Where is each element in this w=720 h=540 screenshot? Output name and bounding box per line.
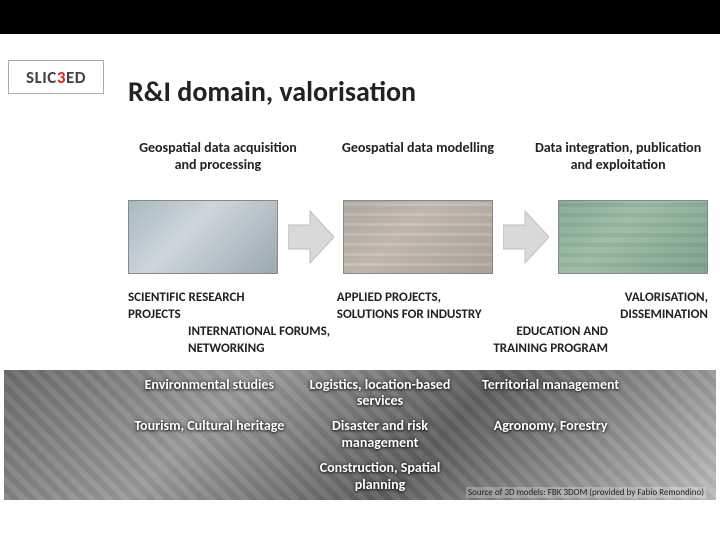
thumb-modelling [343, 200, 493, 274]
col-acquisition: Geospatial data acquisition and processi… [128, 140, 308, 174]
mid-center-l1: APPLIED PROJECTS, [337, 290, 569, 307]
mid-left-l2: PROJECTS [128, 307, 337, 324]
app-construction: Construction, Spatial planning [305, 460, 455, 494]
source-note: Source of 3D models: FBK 3DOM (provided … [466, 487, 706, 498]
app-environmental: Environmental studies [134, 377, 284, 411]
applications-list: Environmental studies Logistics, locatio… [4, 370, 716, 500]
app-logistics: Logistics, location-based services [305, 377, 455, 411]
pipeline-headers: Geospatial data acquisition and processi… [128, 140, 708, 174]
slide-topbar [0, 0, 720, 34]
logo-part-3: 3 [57, 67, 66, 88]
thumb-acquisition [128, 200, 278, 274]
logo-part-slic: SLIC [26, 67, 57, 88]
arrow-1-icon [288, 209, 334, 265]
mid-left-l1: SCIENTIFIC RESEARCH [128, 290, 337, 307]
app-territorial: Territorial management [476, 377, 626, 411]
app-disaster: Disaster and risk management [305, 418, 455, 452]
mid-indent-l2: NETWORKING [188, 341, 420, 358]
mid-edu-l1: EDUCATION AND [420, 324, 608, 341]
page-title: R&I domain, valorisation [128, 74, 416, 109]
brand-logo: SLIC3ED [8, 60, 104, 94]
mid-right-l1: VALORISATION, [569, 290, 708, 307]
logo-part-ed: ED [66, 67, 86, 88]
arrow-2-icon [503, 209, 549, 265]
col-modelling: Geospatial data modelling [328, 140, 508, 174]
mid-center-l2: SOLUTIONS FOR INDUSTRY [337, 307, 569, 324]
applications-strip: Environmental studies Logistics, locatio… [4, 370, 716, 500]
pipeline-images [128, 198, 708, 276]
thumb-integration [558, 200, 708, 274]
col-integration: Data integration, publication and exploi… [528, 140, 708, 174]
app-agronomy: Agronomy, Forestry [476, 418, 626, 452]
app-tourism: Tourism, Cultural heritage [134, 418, 284, 452]
mid-indent-l1: INTERNATIONAL FORUMS, [188, 324, 420, 341]
mid-right-l2: DISSEMINATION [569, 307, 708, 324]
activity-text-block: SCIENTIFIC RESEARCH PROJECTS APPLIED PRO… [128, 290, 708, 358]
mid-edu-l2: TRAINING PROGRAM [420, 341, 608, 358]
